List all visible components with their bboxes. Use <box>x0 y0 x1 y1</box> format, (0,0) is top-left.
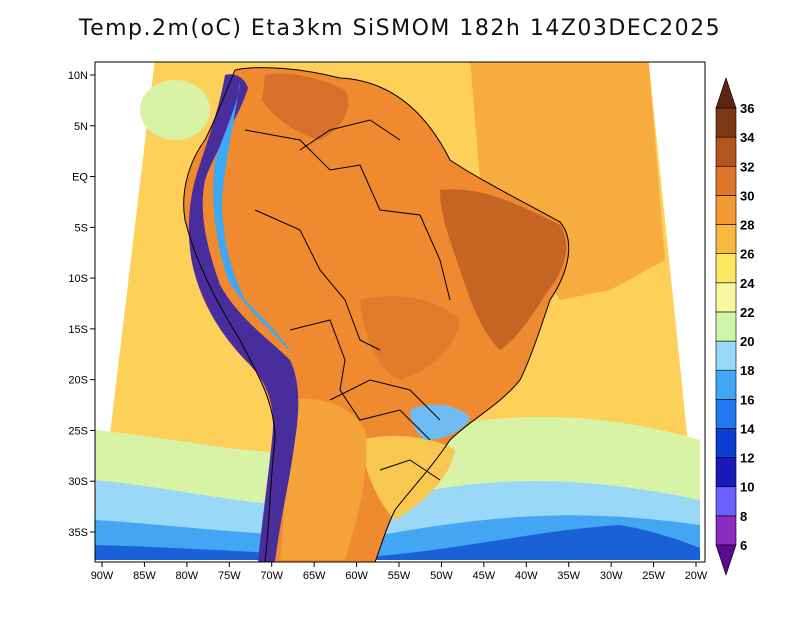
colorbar-max-arrow <box>715 77 737 109</box>
lon-tick-label: 85W <box>133 570 156 582</box>
colorbar-label: 16 <box>740 392 754 407</box>
lat-tick-label: 5S <box>75 222 88 234</box>
lat-tick-label: 5N <box>74 121 88 133</box>
lon-tick-label: 20W <box>685 570 708 582</box>
colorbar-segment <box>715 253 737 284</box>
colorbar-label: 10 <box>740 480 754 495</box>
lat-tick-label: 20S <box>68 375 88 387</box>
lon-tick-label: 45W <box>473 570 496 582</box>
colorbar-segment <box>715 311 737 342</box>
colorbar-segment <box>715 224 737 254</box>
colorbar-segment <box>715 136 737 167</box>
hot-zone-central <box>360 296 460 380</box>
southeast-cool-patch <box>410 404 470 440</box>
colorbar-label: 34 <box>740 130 755 145</box>
lat-tick-label: 25S <box>68 425 88 437</box>
colorbar-segment <box>715 107 737 138</box>
lon-tick-label: 50W <box>430 570 453 582</box>
lat-tick-label: 10N <box>68 70 88 82</box>
colorbar-label: 18 <box>740 363 754 378</box>
lon-tick-label: 40W <box>515 570 538 582</box>
colorbar-segment <box>715 195 737 225</box>
lon-tick-label: 35W <box>557 570 580 582</box>
colorbar-label: 6 <box>740 538 747 553</box>
colorbar-segment <box>715 486 737 517</box>
pacific-cool-patch <box>140 80 210 140</box>
hot-zone-north <box>262 73 349 140</box>
colorbar-label: 22 <box>740 305 754 320</box>
south-brazil-mild <box>360 435 455 520</box>
colorbar-segment <box>715 399 737 429</box>
lon-tick-label: 55W <box>388 570 411 582</box>
colorbar-label: 26 <box>740 247 754 262</box>
lat-tick-label: 10S <box>68 273 88 285</box>
colorbar-segment <box>715 340 737 371</box>
hot-zone-northeast <box>440 189 567 350</box>
latitude-axis: 10N 5N EQ 5S 10S 15S 20S 25S 30S 35S <box>68 70 95 539</box>
colorbar: 6 8 10 12 14 16 18 20 22 24 26 28 30 32 34 36 <box>715 77 755 576</box>
colorbar-label: 20 <box>740 334 754 349</box>
map-layer <box>95 62 700 562</box>
andes-inner-blue <box>213 80 292 355</box>
colorbar-label: 32 <box>740 159 754 174</box>
colorbar-segment <box>715 282 737 313</box>
colorbar-segment <box>715 457 737 488</box>
andes-cold-belt <box>188 74 299 562</box>
map-title: Temp.2m(oC) Eta3km SiSMOM 182h 14Z03DEC2… <box>78 16 722 41</box>
colorbar-label: 30 <box>740 188 754 203</box>
colorbar-label: 12 <box>740 451 754 466</box>
colorbar-segment <box>715 369 737 400</box>
colorbar-label: 28 <box>740 218 754 233</box>
lon-tick-label: 65W <box>303 570 326 582</box>
lon-tick-label: 90W <box>91 570 114 582</box>
lon-tick-label: 25W <box>642 570 665 582</box>
warm-ocean-east <box>470 62 665 300</box>
lon-tick-label: 80W <box>176 570 199 582</box>
lat-tick-label: 35S <box>68 527 88 539</box>
colorbar-label: 8 <box>740 509 747 524</box>
colorbar-segment <box>715 515 737 546</box>
lon-tick-label: 70W <box>260 570 283 582</box>
argentina-warm <box>280 398 367 560</box>
colorbar-segment <box>715 428 737 458</box>
longitude-axis: 90W 85W 80W 75W 70W 65W 60W 55W 50W 45W 40W 35W 30W 2… <box>91 562 708 582</box>
cold-band-south <box>95 525 700 560</box>
lon-tick-label: 30W <box>600 570 623 582</box>
colorbar-label: 14 <box>740 421 755 436</box>
colorbar-label: 24 <box>740 276 755 291</box>
lat-tick-label: 15S <box>68 324 88 336</box>
colorbar-label: 36 <box>740 101 754 116</box>
colorbar-segment <box>715 165 737 196</box>
lat-tick-label: EQ <box>72 172 88 184</box>
plot-frame <box>94 61 706 563</box>
lat-tick-label: 30S <box>68 476 88 488</box>
lon-tick-label: 60W <box>345 570 368 582</box>
lon-tick-label: 75W <box>218 570 241 582</box>
country-borders <box>183 67 570 562</box>
colorbar-min-arrow <box>715 544 737 576</box>
